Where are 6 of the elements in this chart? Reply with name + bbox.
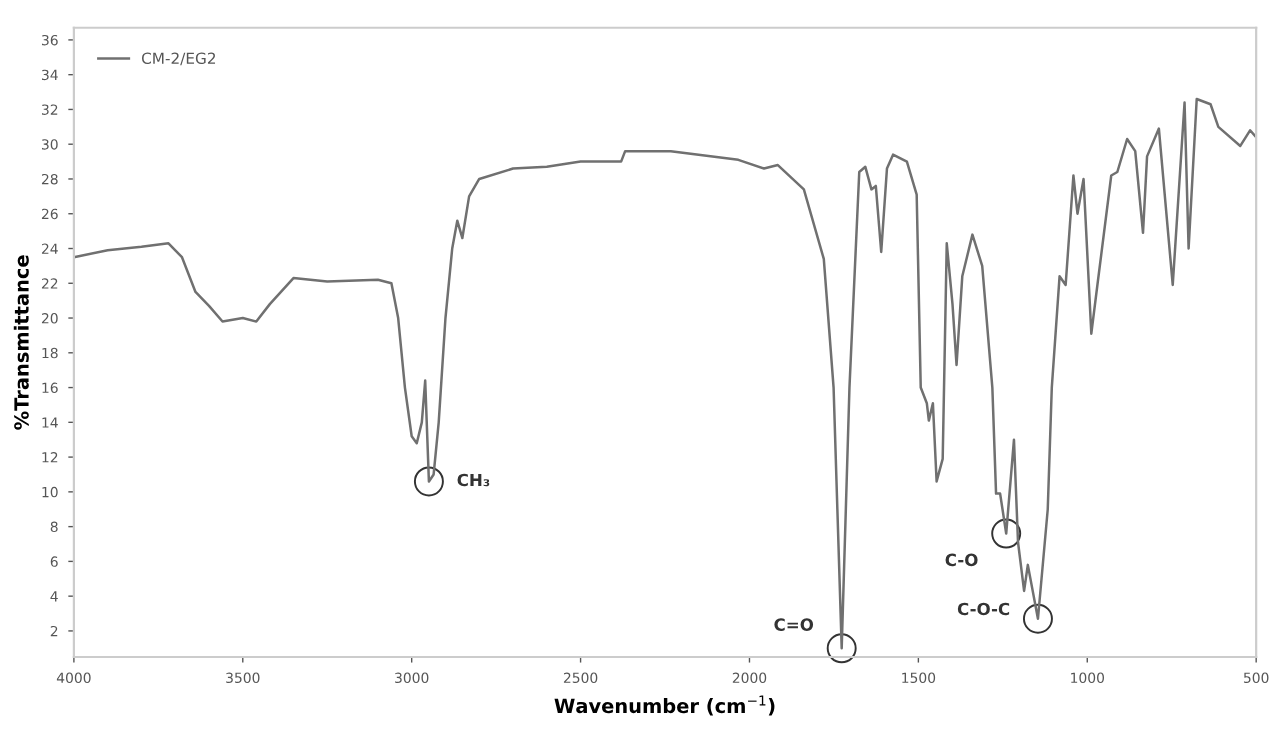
annotation: C-O-C xyxy=(957,602,1010,616)
annotation: CH₃ xyxy=(457,473,490,487)
annotation: C-O xyxy=(945,553,978,567)
y-axis-title: %Transmittance xyxy=(13,255,29,430)
x-axis-title: Wavenumber (cm$^{−1}$) xyxy=(554,695,775,716)
annotation: C=O xyxy=(774,618,814,631)
